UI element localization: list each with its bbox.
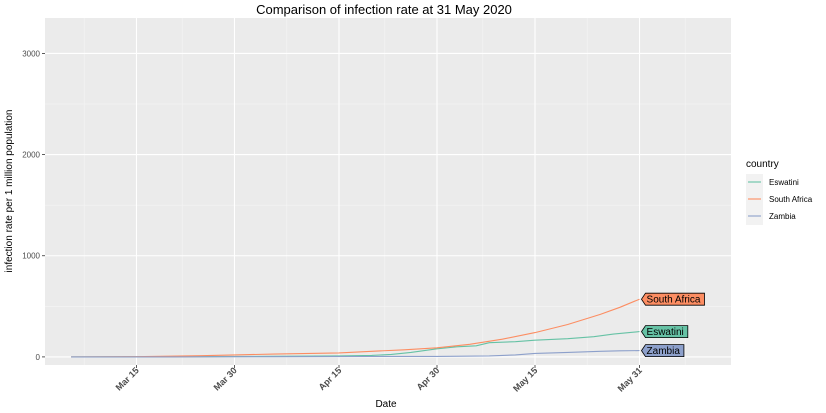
x-tick-label: May 31 — [616, 365, 644, 393]
end-labels: Eswatini South Africa Zambia — [641, 292, 705, 357]
x-tick-label: Mar 30 — [212, 365, 239, 392]
end-label-south-africa: South Africa — [641, 292, 705, 306]
y-tick-label: 2000 — [22, 151, 40, 160]
y-axis: 0 1000 2000 3000 — [22, 49, 45, 362]
series-line-zambia — [71, 350, 640, 358]
x-tick-label: May 15 — [511, 365, 539, 393]
svg-text:Eswatini: Eswatini — [647, 327, 684, 338]
chart-title: Comparison of infection rate at 31 May 2… — [256, 2, 512, 17]
x-axis-title: Date — [375, 399, 397, 410]
series-lines — [71, 298, 640, 358]
legend-label: Eswatini — [769, 178, 799, 187]
legend-label: Zambia — [769, 212, 796, 221]
svg-text:South Africa: South Africa — [647, 295, 701, 306]
series-line-south-africa — [71, 298, 640, 358]
legend: country Eswatini South Africa Zambia — [746, 159, 813, 225]
y-tick-label: 3000 — [22, 49, 40, 58]
x-tick-label: Apr 30 — [415, 365, 442, 392]
y-axis-title: infection rate per 1 million population — [4, 110, 15, 273]
y-tick-label: 1000 — [22, 252, 40, 261]
end-label-zambia: Zambia — [641, 344, 685, 357]
legend-item: Eswatini — [746, 174, 799, 191]
svg-text:Zambia: Zambia — [647, 346, 681, 357]
end-label-eswatini: Eswatini — [641, 325, 689, 338]
legend-title: country — [746, 159, 779, 170]
legend-item: South Africa — [746, 191, 813, 208]
y-tick-label: 0 — [36, 353, 41, 362]
legend-item: Zambia — [746, 208, 796, 225]
x-tick-label: Mar 15 — [114, 365, 141, 392]
grid-minor — [45, 18, 731, 365]
plot-panel — [45, 18, 731, 365]
x-tick-label: Apr 15 — [317, 365, 344, 392]
x-axis: Mar 15 Mar 30 Apr 15 Apr 30 May 15 May 31 — [114, 365, 644, 394]
legend-label: South Africa — [769, 195, 813, 204]
